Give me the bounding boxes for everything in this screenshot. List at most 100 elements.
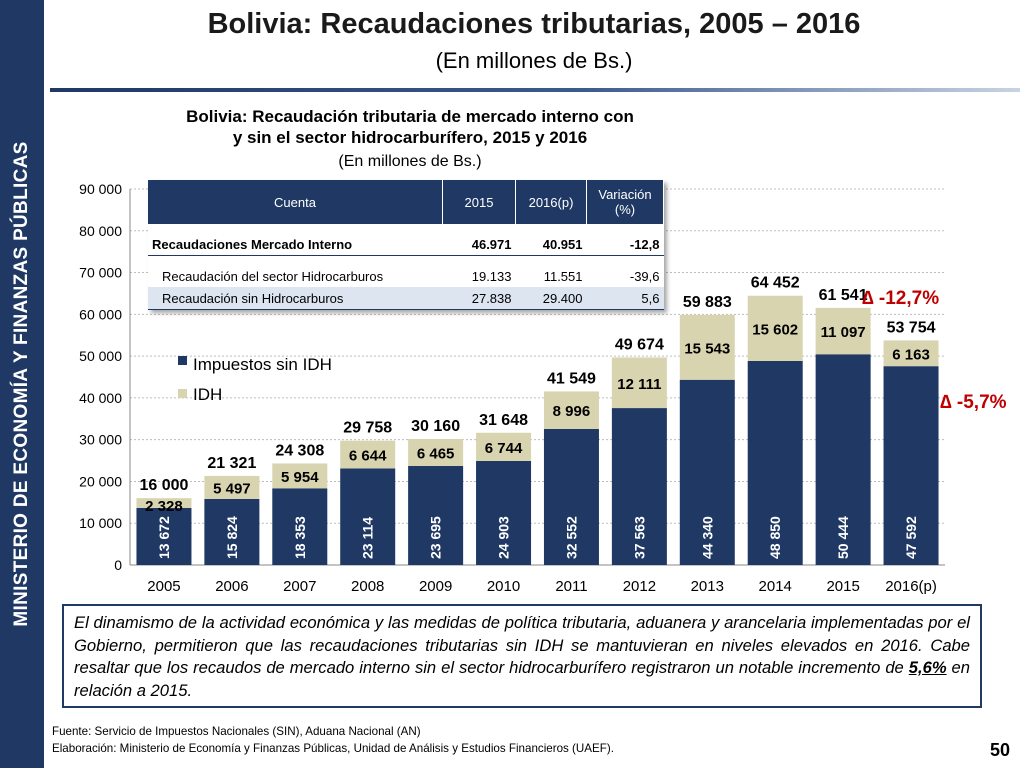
row-variation: 5,6 bbox=[586, 287, 664, 310]
bar-value-label: 24 903 bbox=[496, 516, 512, 559]
y-tick-label: 60 000 bbox=[79, 306, 122, 322]
x-tick-label: 2006 bbox=[215, 578, 248, 595]
header-variacion: Variación (%) bbox=[586, 180, 664, 224]
bar-impuestos bbox=[679, 379, 735, 565]
y-tick-label: 50 000 bbox=[79, 348, 122, 364]
bar-value-label: 15 824 bbox=[224, 516, 240, 559]
x-tick-label: 2009 bbox=[419, 578, 452, 595]
x-tick-label: 2015 bbox=[826, 578, 859, 595]
sidebar-band: MINISTERIO DE ECONOMÍA Y FINANZAS PÚBLIC… bbox=[0, 0, 44, 768]
idh-value-label: 8 996 bbox=[553, 403, 591, 420]
bar-idh bbox=[476, 432, 532, 461]
bar-idh bbox=[408, 438, 464, 467]
row-2015: 19.133 bbox=[471, 268, 512, 284]
x-tick-label: 2013 bbox=[691, 578, 724, 595]
inset-title-line1: Bolivia: Recaudación tributaria de merca… bbox=[186, 107, 634, 126]
idh-value-label: 15 543 bbox=[684, 340, 730, 357]
total-value-label: 61 541 bbox=[819, 287, 868, 304]
bar-idh bbox=[340, 440, 396, 469]
inset-subtitle: (En millones de Bs.) bbox=[338, 153, 482, 170]
bar-impuestos bbox=[611, 408, 667, 565]
bar-value-label: 44 340 bbox=[699, 516, 715, 559]
bar-idh bbox=[611, 357, 667, 409]
x-tick-label: 2008 bbox=[351, 578, 384, 595]
x-tick-label: 2012 bbox=[623, 578, 656, 595]
table-spacer bbox=[148, 256, 664, 266]
row-2016: 29.400 bbox=[515, 287, 587, 310]
idh-value-label: 6 644 bbox=[349, 448, 387, 465]
table-row: Recaudación del sector Hidrocarburos 19.… bbox=[148, 265, 664, 287]
total-value-label: 16 000 bbox=[139, 477, 188, 494]
y-tick-label: 70 000 bbox=[79, 265, 122, 281]
total-value-label: 29 758 bbox=[343, 420, 392, 437]
table-header-row: Cuenta 2015 2016(p) Variación (%) bbox=[148, 180, 664, 224]
bar-idh bbox=[679, 314, 735, 380]
commentary-text: El dinamismo de la actividad económica y… bbox=[74, 613, 970, 677]
bar-value-label: 23 695 bbox=[428, 516, 444, 559]
bar-idh bbox=[543, 391, 599, 430]
legend-label-idh: IDH bbox=[193, 385, 222, 404]
row-variation: -39,6 bbox=[629, 268, 660, 284]
y-tick-label: 10 000 bbox=[79, 515, 122, 531]
table-row: Recaudaciones Mercado Interno 46.971 40.… bbox=[148, 233, 664, 256]
header-2015: 2015 bbox=[442, 180, 516, 224]
row-2016: 40.951 bbox=[515, 233, 587, 256]
total-value-label: 21 321 bbox=[207, 455, 256, 472]
row-label: Recaudaciones Mercado Interno bbox=[148, 233, 443, 256]
total-value-label: 41 549 bbox=[547, 370, 596, 387]
header-2016: 2016(p) bbox=[515, 180, 587, 224]
title-divider bbox=[50, 88, 1020, 92]
variation-no-idh-label: ∆ -5,7% bbox=[940, 392, 1007, 413]
idh-value-label: 12 111 bbox=[617, 376, 661, 393]
total-value-label: 64 452 bbox=[751, 275, 800, 292]
bar-value-label: 48 850 bbox=[767, 516, 783, 559]
footer-source: Fuente: Servicio de Impuestos Nacionales… bbox=[52, 725, 421, 738]
bar-impuestos bbox=[815, 354, 871, 565]
x-tick-label: 2014 bbox=[759, 578, 792, 595]
variation-total-label: ∆ -12,7% bbox=[862, 288, 940, 309]
bar-idh bbox=[815, 307, 871, 355]
row-2015: 27.838 bbox=[442, 287, 516, 310]
y-tick-label: 40 000 bbox=[79, 390, 122, 406]
bar-idh bbox=[747, 295, 803, 361]
bar-idh bbox=[136, 498, 192, 508]
inset-title-line2: y sin el sector hidrocarburífero, 2015 y… bbox=[232, 128, 588, 147]
legend-swatch-idh bbox=[178, 389, 187, 398]
bar-impuestos bbox=[476, 460, 532, 565]
bar-value-label: 50 444 bbox=[835, 516, 851, 559]
footer-elaboration: Elaboración: Ministerio de Economía y Fi… bbox=[52, 742, 614, 755]
bar-value-label: 13 672 bbox=[156, 516, 172, 559]
bar-impuestos bbox=[747, 360, 803, 565]
total-value-label: 24 308 bbox=[275, 442, 324, 459]
idh-value-label: 5 497 bbox=[213, 480, 251, 497]
idh-value-label: 15 602 bbox=[752, 321, 798, 338]
bar-impuestos bbox=[543, 429, 599, 565]
table-row: Recaudación sin Hidrocarburos 27.838 29.… bbox=[148, 287, 664, 310]
page-number: 50 bbox=[989, 740, 1010, 760]
bar-impuestos bbox=[136, 507, 192, 565]
y-tick-label: 80 000 bbox=[79, 223, 122, 239]
idh-value-label: 11 097 bbox=[821, 324, 866, 341]
row-2015: 46.971 bbox=[442, 233, 516, 256]
y-tick-label: 0 bbox=[114, 557, 122, 573]
idh-value-label: 2 328 bbox=[145, 498, 183, 515]
total-value-label: 53 754 bbox=[887, 319, 936, 336]
row-label: Recaudación sin Hidrocarburos bbox=[148, 287, 443, 310]
row-2016: 11.551 bbox=[543, 268, 583, 284]
x-tick-label: 2005 bbox=[147, 578, 180, 595]
table-spacer bbox=[148, 224, 664, 233]
commentary-text-end: en relación a 2015. bbox=[74, 658, 970, 700]
legend-label-impuestos: Impuestos sin IDH bbox=[193, 355, 332, 374]
idh-value-label: 6 744 bbox=[485, 440, 523, 457]
bar-impuestos bbox=[204, 498, 260, 565]
idh-value-label: 5 954 bbox=[281, 469, 319, 486]
total-value-label: 49 674 bbox=[615, 336, 664, 353]
bar-value-label: 47 592 bbox=[903, 516, 919, 559]
bar-value-label: 32 552 bbox=[563, 516, 579, 559]
inset-table: Cuenta 2015 2016(p) Variación (%) Recaud… bbox=[148, 180, 664, 310]
bar-idh bbox=[204, 475, 260, 499]
bar-value-label: 23 114 bbox=[360, 517, 376, 559]
x-tick-label: 2016(p) bbox=[885, 578, 937, 595]
bar-impuestos bbox=[340, 468, 396, 565]
